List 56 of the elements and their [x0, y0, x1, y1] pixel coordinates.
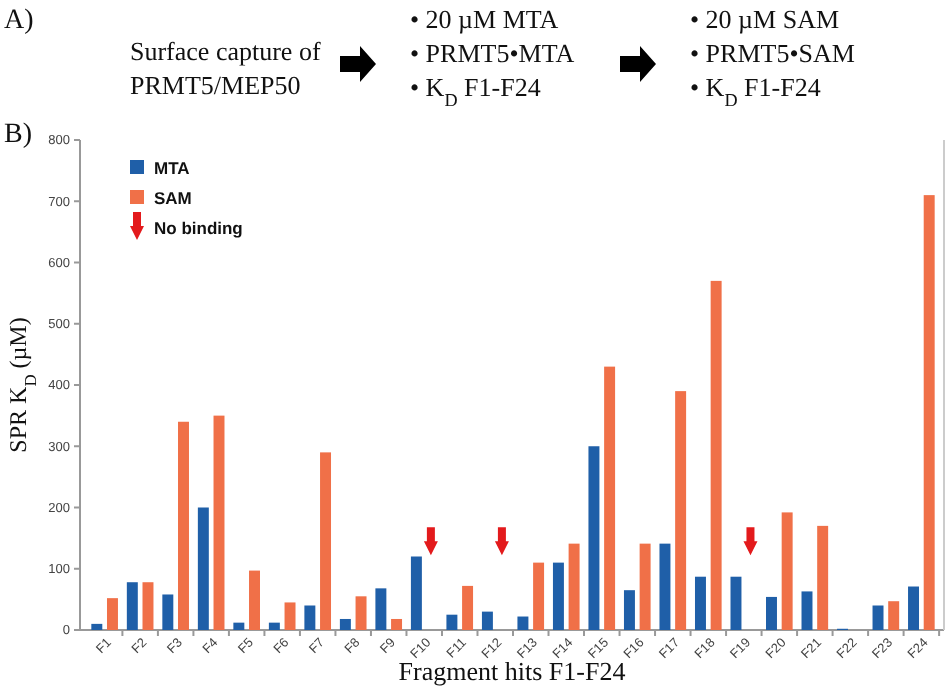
legend-label: No binding [154, 217, 243, 238]
bar [639, 543, 651, 630]
bar [710, 280, 722, 630]
text: • PRMT5•MTA [410, 38, 576, 68]
bar [375, 588, 387, 630]
bar [355, 596, 367, 630]
bar [604, 366, 616, 630]
bar [801, 591, 813, 630]
bar [106, 598, 118, 630]
bar [481, 611, 493, 630]
bar [391, 618, 403, 630]
x-axis-title: Fragment hits F1-F24 [398, 656, 627, 686]
bar [178, 421, 189, 630]
bar [213, 415, 225, 630]
text: • K$_{D}$ F1-F24 [690, 72, 822, 110]
text: • K$_{D}$ F1-F24 [410, 72, 542, 110]
bar [446, 614, 458, 630]
bar [320, 452, 332, 630]
bar [517, 616, 529, 630]
bar [781, 512, 793, 630]
text: • 20 µM SAM [690, 4, 840, 34]
bar [908, 586, 920, 630]
text: B) [4, 120, 33, 150]
bar [162, 594, 174, 630]
bar [233, 622, 245, 630]
bar [694, 576, 706, 630]
legend-label: SAM [154, 187, 192, 208]
bar [268, 622, 280, 630]
bar [675, 391, 687, 630]
bar [766, 596, 777, 630]
bar [142, 582, 154, 630]
text: • PRMT5•SAM [690, 38, 856, 68]
bar [552, 562, 564, 630]
bar [284, 602, 296, 630]
bar [568, 543, 580, 630]
bar [888, 601, 900, 630]
bar [923, 195, 935, 630]
bar [623, 590, 635, 630]
bar [126, 582, 138, 630]
bar [730, 576, 742, 630]
text: • 20 µM MTA [410, 4, 560, 34]
text: PRMT5/MEP50 [130, 70, 301, 100]
bar [249, 570, 260, 630]
legend-label: MTA [154, 157, 190, 178]
bar [659, 543, 671, 630]
text: A) [4, 6, 35, 36]
bar [817, 525, 829, 630]
bar [533, 562, 545, 630]
bar [462, 585, 474, 630]
bar [588, 446, 600, 630]
bar [339, 618, 351, 630]
bar [410, 556, 422, 630]
bar [91, 623, 103, 630]
bar [197, 507, 209, 630]
text: Surface capture of [130, 36, 322, 66]
bar [304, 605, 316, 630]
